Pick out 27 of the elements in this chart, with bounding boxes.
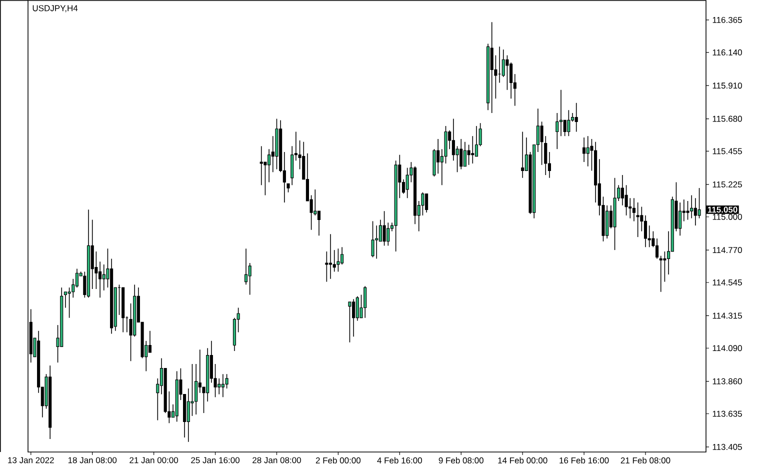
x-tick-label: 25 Jan 16:00	[191, 457, 240, 464]
y-tick-label: 113.860	[712, 378, 742, 384]
x-tick-label: 9 Feb 08:00	[438, 457, 484, 464]
y-tick-label: 114.090	[712, 345, 742, 352]
y-tick-label: 114.545	[712, 280, 742, 286]
y-tick-label: 114.770	[712, 247, 742, 254]
y-tick-label: 115.000	[712, 214, 742, 220]
x-tick-label: 28 Jan 08:00	[252, 457, 301, 464]
y-tick-label: 115.225	[712, 181, 742, 188]
y-tick-label: 115.455	[712, 148, 742, 154]
y-tick-label: 114.315	[712, 312, 742, 319]
x-tick-label: 18 Jan 08:00	[68, 457, 117, 464]
y-tick-label: 116.140	[712, 49, 742, 56]
x-tick-label: 14 Feb 00:00	[498, 457, 548, 464]
x-tick-label: 4 Feb 16:00	[377, 457, 422, 464]
x-tick-label: 21 Jan 00:00	[130, 457, 178, 464]
y-tick-label: 115.680	[712, 116, 742, 122]
y-tick-label: 116.365	[712, 16, 742, 23]
y-tick-label: 113.405	[712, 444, 742, 450]
x-tick-label: 2 Feb 00:00	[316, 457, 361, 464]
x-tick-label: 13 Jan 2022	[8, 457, 54, 464]
ref-line-label: 115.050	[708, 206, 738, 213]
chart-title: USDJPY,H4	[32, 5, 78, 12]
y-tick-label: 115.910	[712, 82, 742, 89]
x-tick-label: 21 Feb 08:00	[620, 457, 670, 464]
y-tick-label: 113.635	[712, 410, 742, 417]
x-tick-label: 16 Feb 16:00	[560, 457, 609, 464]
